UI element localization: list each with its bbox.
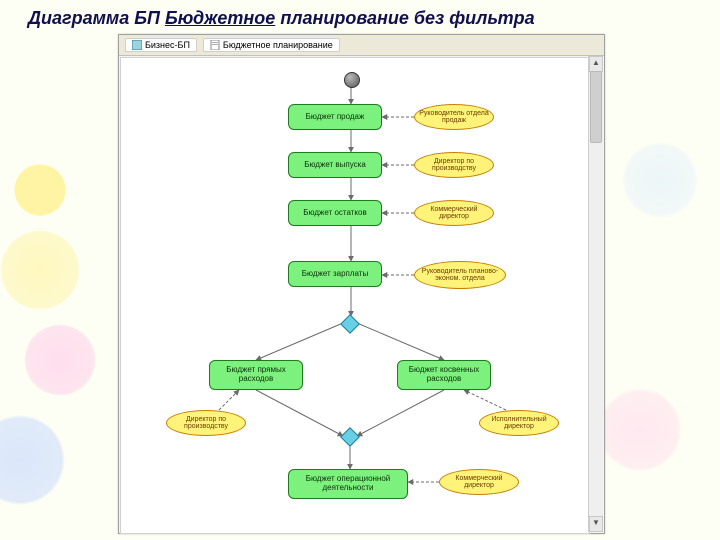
role-ellipse-e3[interactable]: Коммерческий директор xyxy=(414,200,494,226)
process-box-b1[interactable]: Бюджет продаж xyxy=(288,104,382,130)
tab-label: Бизнес-БП xyxy=(145,40,190,50)
process-box-b7[interactable]: Бюджет операционной деятельности xyxy=(288,469,408,499)
doc-icon xyxy=(210,40,220,50)
process-box-b3[interactable]: Бюджет остатков xyxy=(288,200,382,226)
scroll-down-arrow[interactable]: ▼ xyxy=(589,516,603,532)
role-ellipse-e1[interactable]: Руководитель отдела продаж xyxy=(414,104,494,130)
slide-title: Диаграмма БП Бюджетное планирование без … xyxy=(28,8,535,29)
role-ellipse-e4[interactable]: Руководитель планово-эконом. отдела xyxy=(414,261,506,289)
vertical-scrollbar[interactable]: ▲ ▼ xyxy=(588,56,603,532)
role-ellipse-e2[interactable]: Директор по производству xyxy=(414,152,494,178)
edge xyxy=(464,390,506,410)
edge xyxy=(357,390,444,436)
role-ellipse-e5[interactable]: Директор по производству xyxy=(166,410,246,436)
title-underline: Бюджетное xyxy=(165,8,275,28)
title-post: планирование без фильтра xyxy=(275,8,534,28)
process-box-b5[interactable]: Бюджет прямых расходов xyxy=(209,360,303,390)
process-box-b4[interactable]: Бюджет зарплаты xyxy=(288,261,382,287)
tab-business-bp[interactable]: Бизнес-БП xyxy=(125,38,197,52)
app-window: Бизнес-БП Бюджетное планирование Бюджет … xyxy=(118,34,605,534)
scroll-up-arrow[interactable]: ▲ xyxy=(589,56,603,72)
edge xyxy=(219,390,239,410)
scroll-thumb[interactable] xyxy=(590,71,602,143)
process-box-b6[interactable]: Бюджет косвенных расходов xyxy=(397,360,491,390)
role-ellipse-e6[interactable]: Исполнительный директор xyxy=(479,410,559,436)
edge xyxy=(357,323,444,360)
edge xyxy=(256,323,343,360)
flowchart-canvas[interactable]: Бюджет продаж Бюджет выпуска Бюджет остатк… xyxy=(120,57,590,534)
start-node[interactable] xyxy=(344,72,360,88)
tab-bar: Бизнес-БП Бюджетное планирование xyxy=(119,35,604,56)
title-pre: Диаграмма БП xyxy=(28,8,165,28)
process-box-b2[interactable]: Бюджет выпуска xyxy=(288,152,382,178)
tab-budget-planning[interactable]: Бюджетное планирование xyxy=(203,38,340,52)
edge xyxy=(256,390,343,436)
module-icon xyxy=(132,40,142,50)
role-ellipse-e7[interactable]: Коммерческий директор xyxy=(439,469,519,495)
tab-label: Бюджетное планирование xyxy=(223,40,333,50)
